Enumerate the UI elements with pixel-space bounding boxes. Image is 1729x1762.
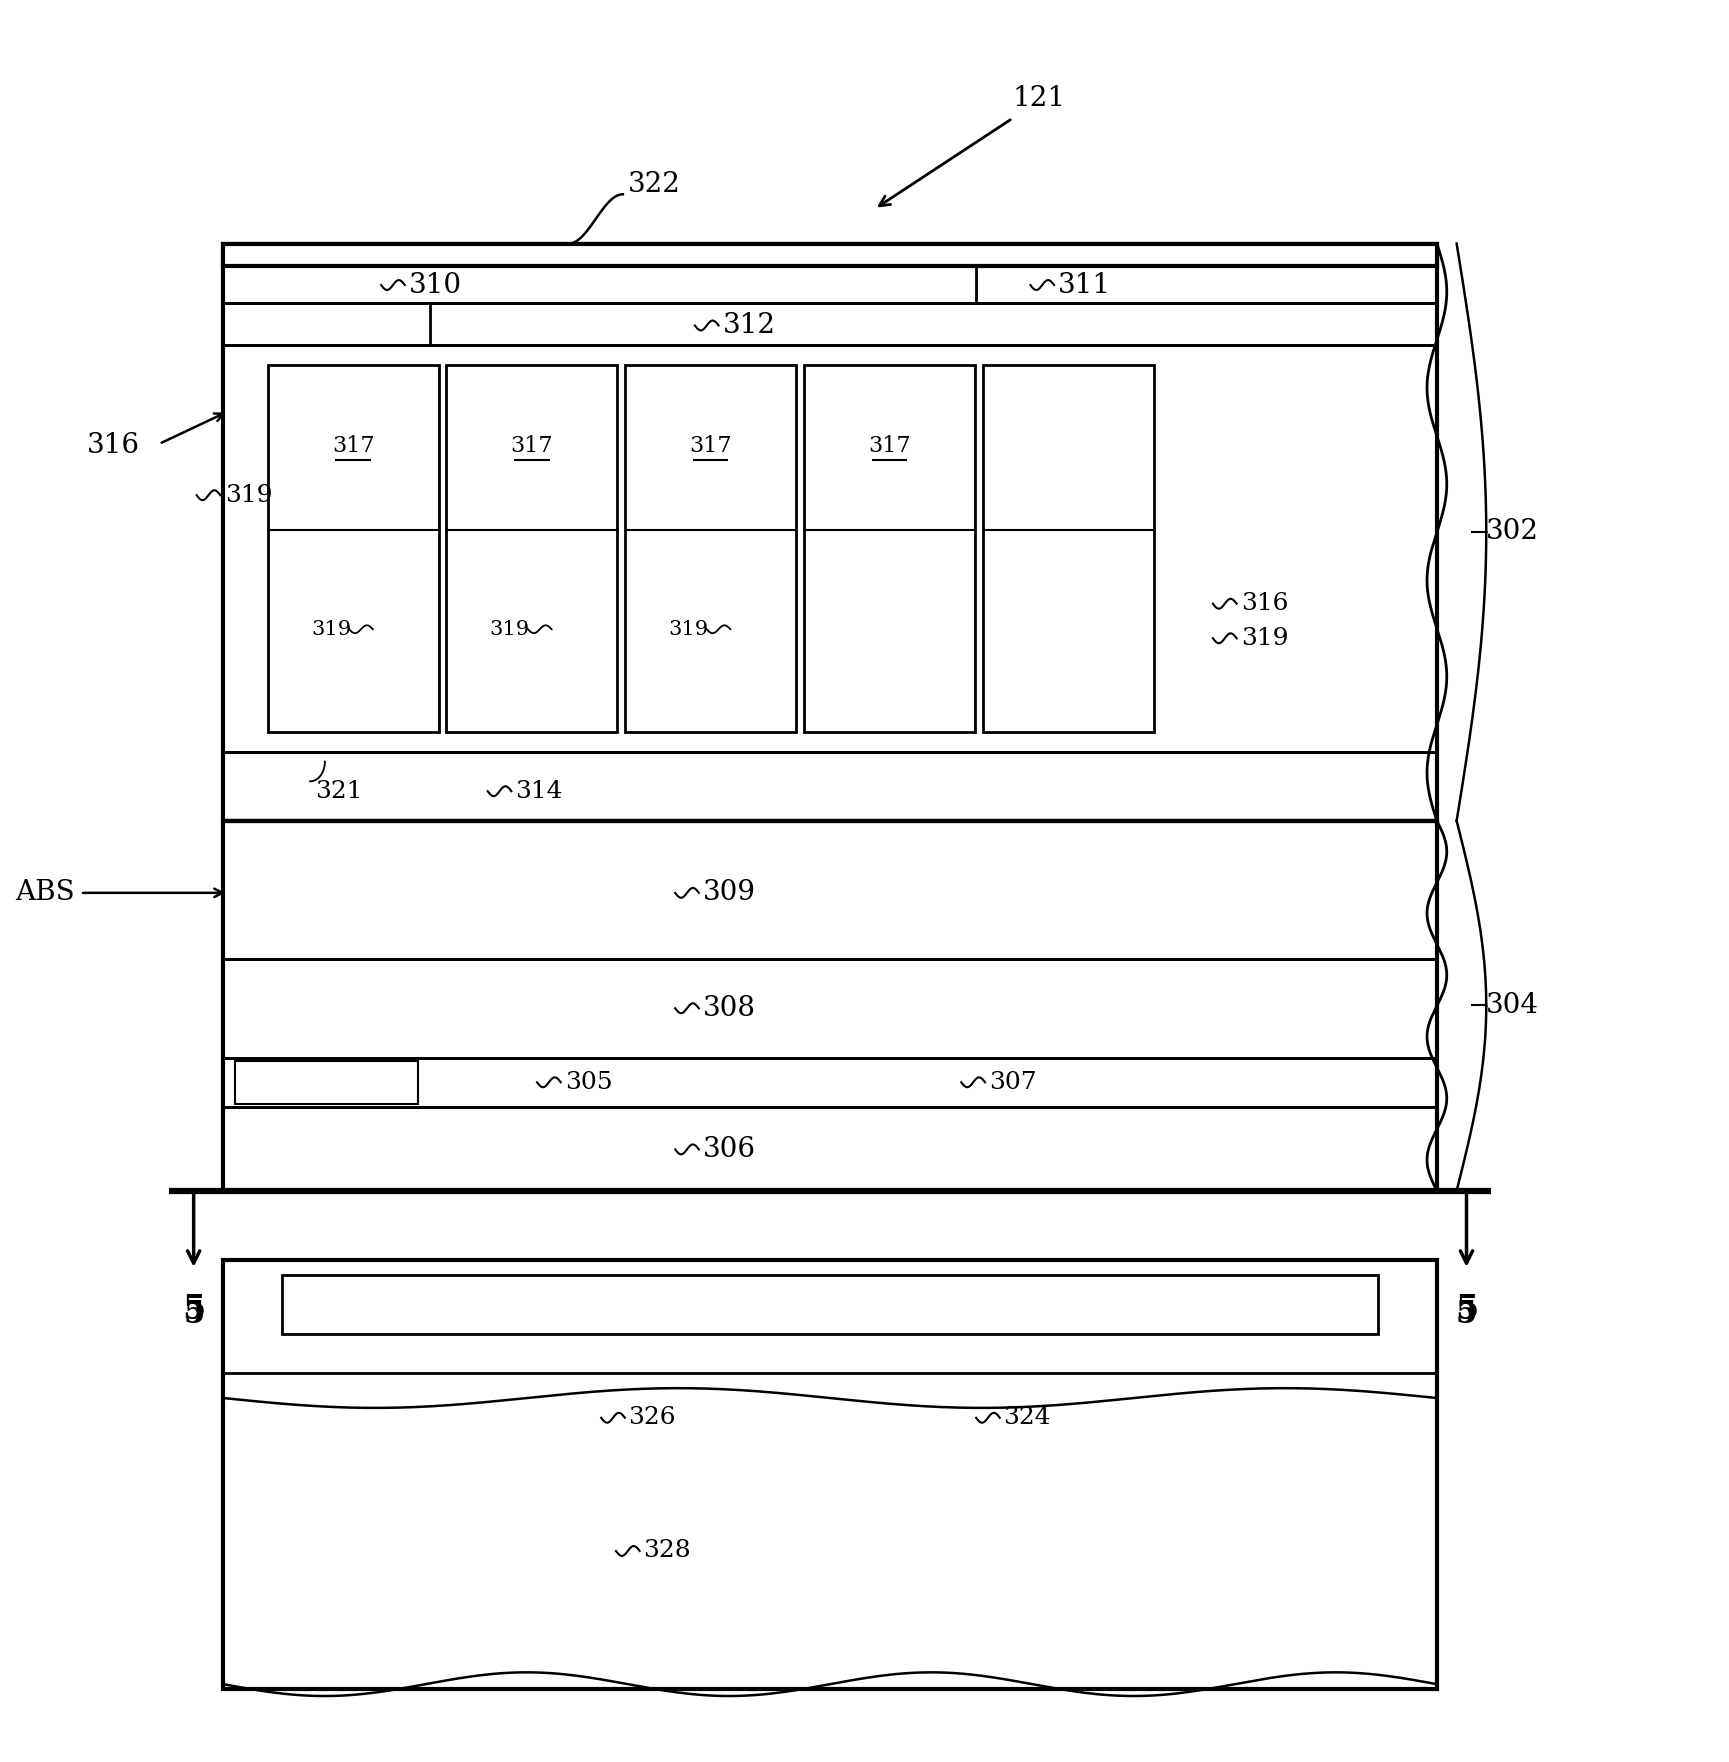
Bar (235, 1061, 418, 1105)
Text: 5: 5 (1454, 1293, 1478, 1325)
Text: 305: 305 (565, 1071, 612, 1094)
Text: 317: 317 (690, 435, 731, 456)
Text: 319: 319 (669, 620, 709, 640)
Text: 312: 312 (723, 312, 776, 338)
Bar (982, 365, 1153, 731)
Text: 322: 322 (628, 171, 681, 197)
Text: 319: 319 (1241, 627, 1290, 650)
Text: 304: 304 (1487, 992, 1539, 1018)
Text: 308: 308 (702, 996, 756, 1022)
Text: 302: 302 (1487, 518, 1539, 544)
Text: 326: 326 (628, 1406, 676, 1429)
Bar (223, 243, 1437, 266)
Text: 319: 319 (225, 485, 273, 507)
Text: 328: 328 (643, 1540, 692, 1563)
Text: 311: 311 (1058, 271, 1112, 298)
Text: 5: 5 (1456, 1299, 1477, 1330)
Bar (626, 365, 795, 731)
Text: 316: 316 (86, 432, 140, 460)
Text: ABS: ABS (16, 879, 76, 906)
Text: 316: 316 (1241, 592, 1290, 615)
Text: 307: 307 (989, 1071, 1037, 1094)
Text: 319: 319 (489, 620, 529, 640)
Bar (446, 365, 617, 731)
Text: 310: 310 (408, 271, 462, 298)
Bar (282, 1274, 1378, 1334)
Text: 5: 5 (182, 1293, 206, 1325)
Text: 317: 317 (868, 435, 911, 456)
Text: 319: 319 (311, 620, 351, 640)
Text: 121: 121 (1013, 85, 1065, 113)
Text: 306: 306 (702, 1136, 756, 1163)
Bar (223, 1260, 1437, 1690)
Bar (223, 821, 1437, 1191)
Text: 5: 5 (183, 1299, 204, 1330)
Text: 309: 309 (702, 879, 756, 906)
Bar (223, 243, 1437, 821)
Bar (804, 365, 975, 731)
Text: 314: 314 (515, 781, 564, 803)
Text: 321: 321 (315, 781, 363, 803)
Text: 324: 324 (1003, 1406, 1051, 1429)
Text: 317: 317 (332, 435, 375, 456)
Bar (268, 365, 439, 731)
Text: 317: 317 (510, 435, 553, 456)
